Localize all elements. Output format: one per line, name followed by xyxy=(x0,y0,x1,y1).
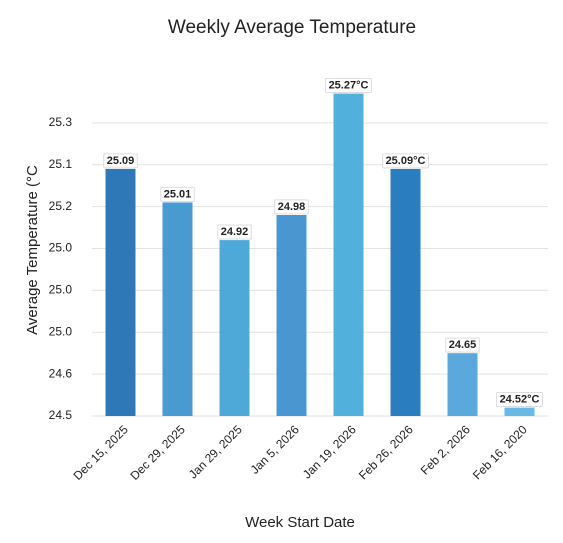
value-label-box xyxy=(274,199,309,215)
y-tick-label: 25.2 xyxy=(49,199,73,213)
bar xyxy=(162,202,193,416)
value-label-box xyxy=(445,337,480,353)
x-axis-title: Week Start Date xyxy=(245,514,355,531)
bar xyxy=(105,168,136,416)
bar xyxy=(276,215,307,416)
value-label: 25.01 xyxy=(164,188,192,200)
bar xyxy=(504,407,535,416)
chart-title: Weekly Average Temperature xyxy=(168,17,416,38)
value-label-box xyxy=(160,186,195,202)
value-label-box xyxy=(103,153,138,169)
y-tick-label: 25.1 xyxy=(49,157,73,171)
value-label: 25.09°C xyxy=(386,155,426,167)
bar xyxy=(447,353,478,416)
bar xyxy=(219,240,250,416)
value-label: 24.92 xyxy=(221,226,249,238)
value-label: 24.65 xyxy=(449,339,477,351)
x-tick-label: Feb 2, 2026 xyxy=(418,422,473,477)
y-axis-title: Average Temperature (°C xyxy=(24,165,41,335)
y-tick-label: 24.5 xyxy=(49,408,73,422)
value-label: 24.52°C xyxy=(500,394,540,406)
bar xyxy=(390,168,421,416)
value-label-box xyxy=(325,77,372,93)
y-tick-label: 25.0 xyxy=(49,324,73,338)
value-label: 25.27°C xyxy=(329,79,369,91)
x-tick-label: Dec 15, 2025 xyxy=(70,422,131,483)
x-tick-label: Jan 5, 2026 xyxy=(248,422,302,476)
x-tick-label: Feb 26, 2026 xyxy=(356,422,416,482)
value-label-box xyxy=(217,224,252,240)
value-label-box xyxy=(496,392,543,408)
value-label-box xyxy=(382,153,429,169)
value-label: 24.98 xyxy=(278,201,306,213)
bar xyxy=(333,93,364,416)
value-label: 25.09 xyxy=(107,155,135,167)
y-tick-label: 24.6 xyxy=(49,366,73,380)
y-tick-label: 25.3 xyxy=(49,115,73,129)
y-tick-label: 25.0 xyxy=(49,283,73,297)
x-tick-label: Jan 29, 2025 xyxy=(186,422,245,481)
x-tick-label: Feb 16, 2020 xyxy=(470,422,530,482)
y-tick-label: 25.0 xyxy=(49,241,73,255)
x-tick-label: Jan 19, 2026 xyxy=(300,422,359,481)
x-tick-label: Dec 29, 2025 xyxy=(127,422,188,483)
